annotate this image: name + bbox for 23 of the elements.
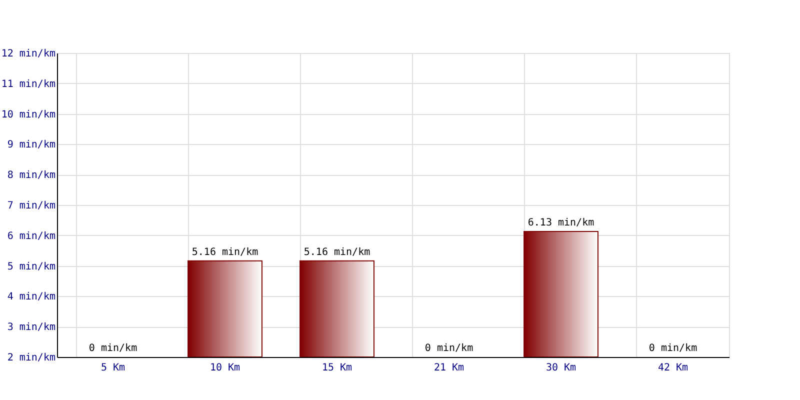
text: 0 min/km [88,343,138,354]
data-label: 6.13 min/km [528,217,594,228]
y-tick-label: 2 min/km [7,352,56,364]
y-tick-label: 5 min/km [7,261,56,272]
y-tick-label: 4 min/km [7,292,56,303]
y-tick-label: 3 min/km [7,322,56,334]
text: 0 min/km [648,343,698,354]
x-tick-label: 15 Km [322,362,352,374]
x-tick-label: 10 Km [210,362,240,374]
y-tick-label: 6 min/km [7,230,56,242]
data-label: 5.16 min/km [304,246,370,258]
y-tick-label: 9 min/km [7,140,56,151]
y-tick-label: 10 min/km [1,109,56,120]
text: 0 min/km [424,343,474,354]
x-tick-label: 30 Km [546,362,576,374]
y-tick-label: 12 min/km [1,48,56,60]
x-tick-label: 42 Km [658,362,688,374]
y-tick-label: 8 min/km [7,170,56,182]
data-label: 5.16 min/km [192,246,258,258]
x-tick-label: 21 Km [434,362,464,374]
y-tick-label: 7 min/km [7,200,56,212]
x-tick-label: 5 Km [100,362,126,374]
y-tick-label: 11 min/km [1,78,56,90]
